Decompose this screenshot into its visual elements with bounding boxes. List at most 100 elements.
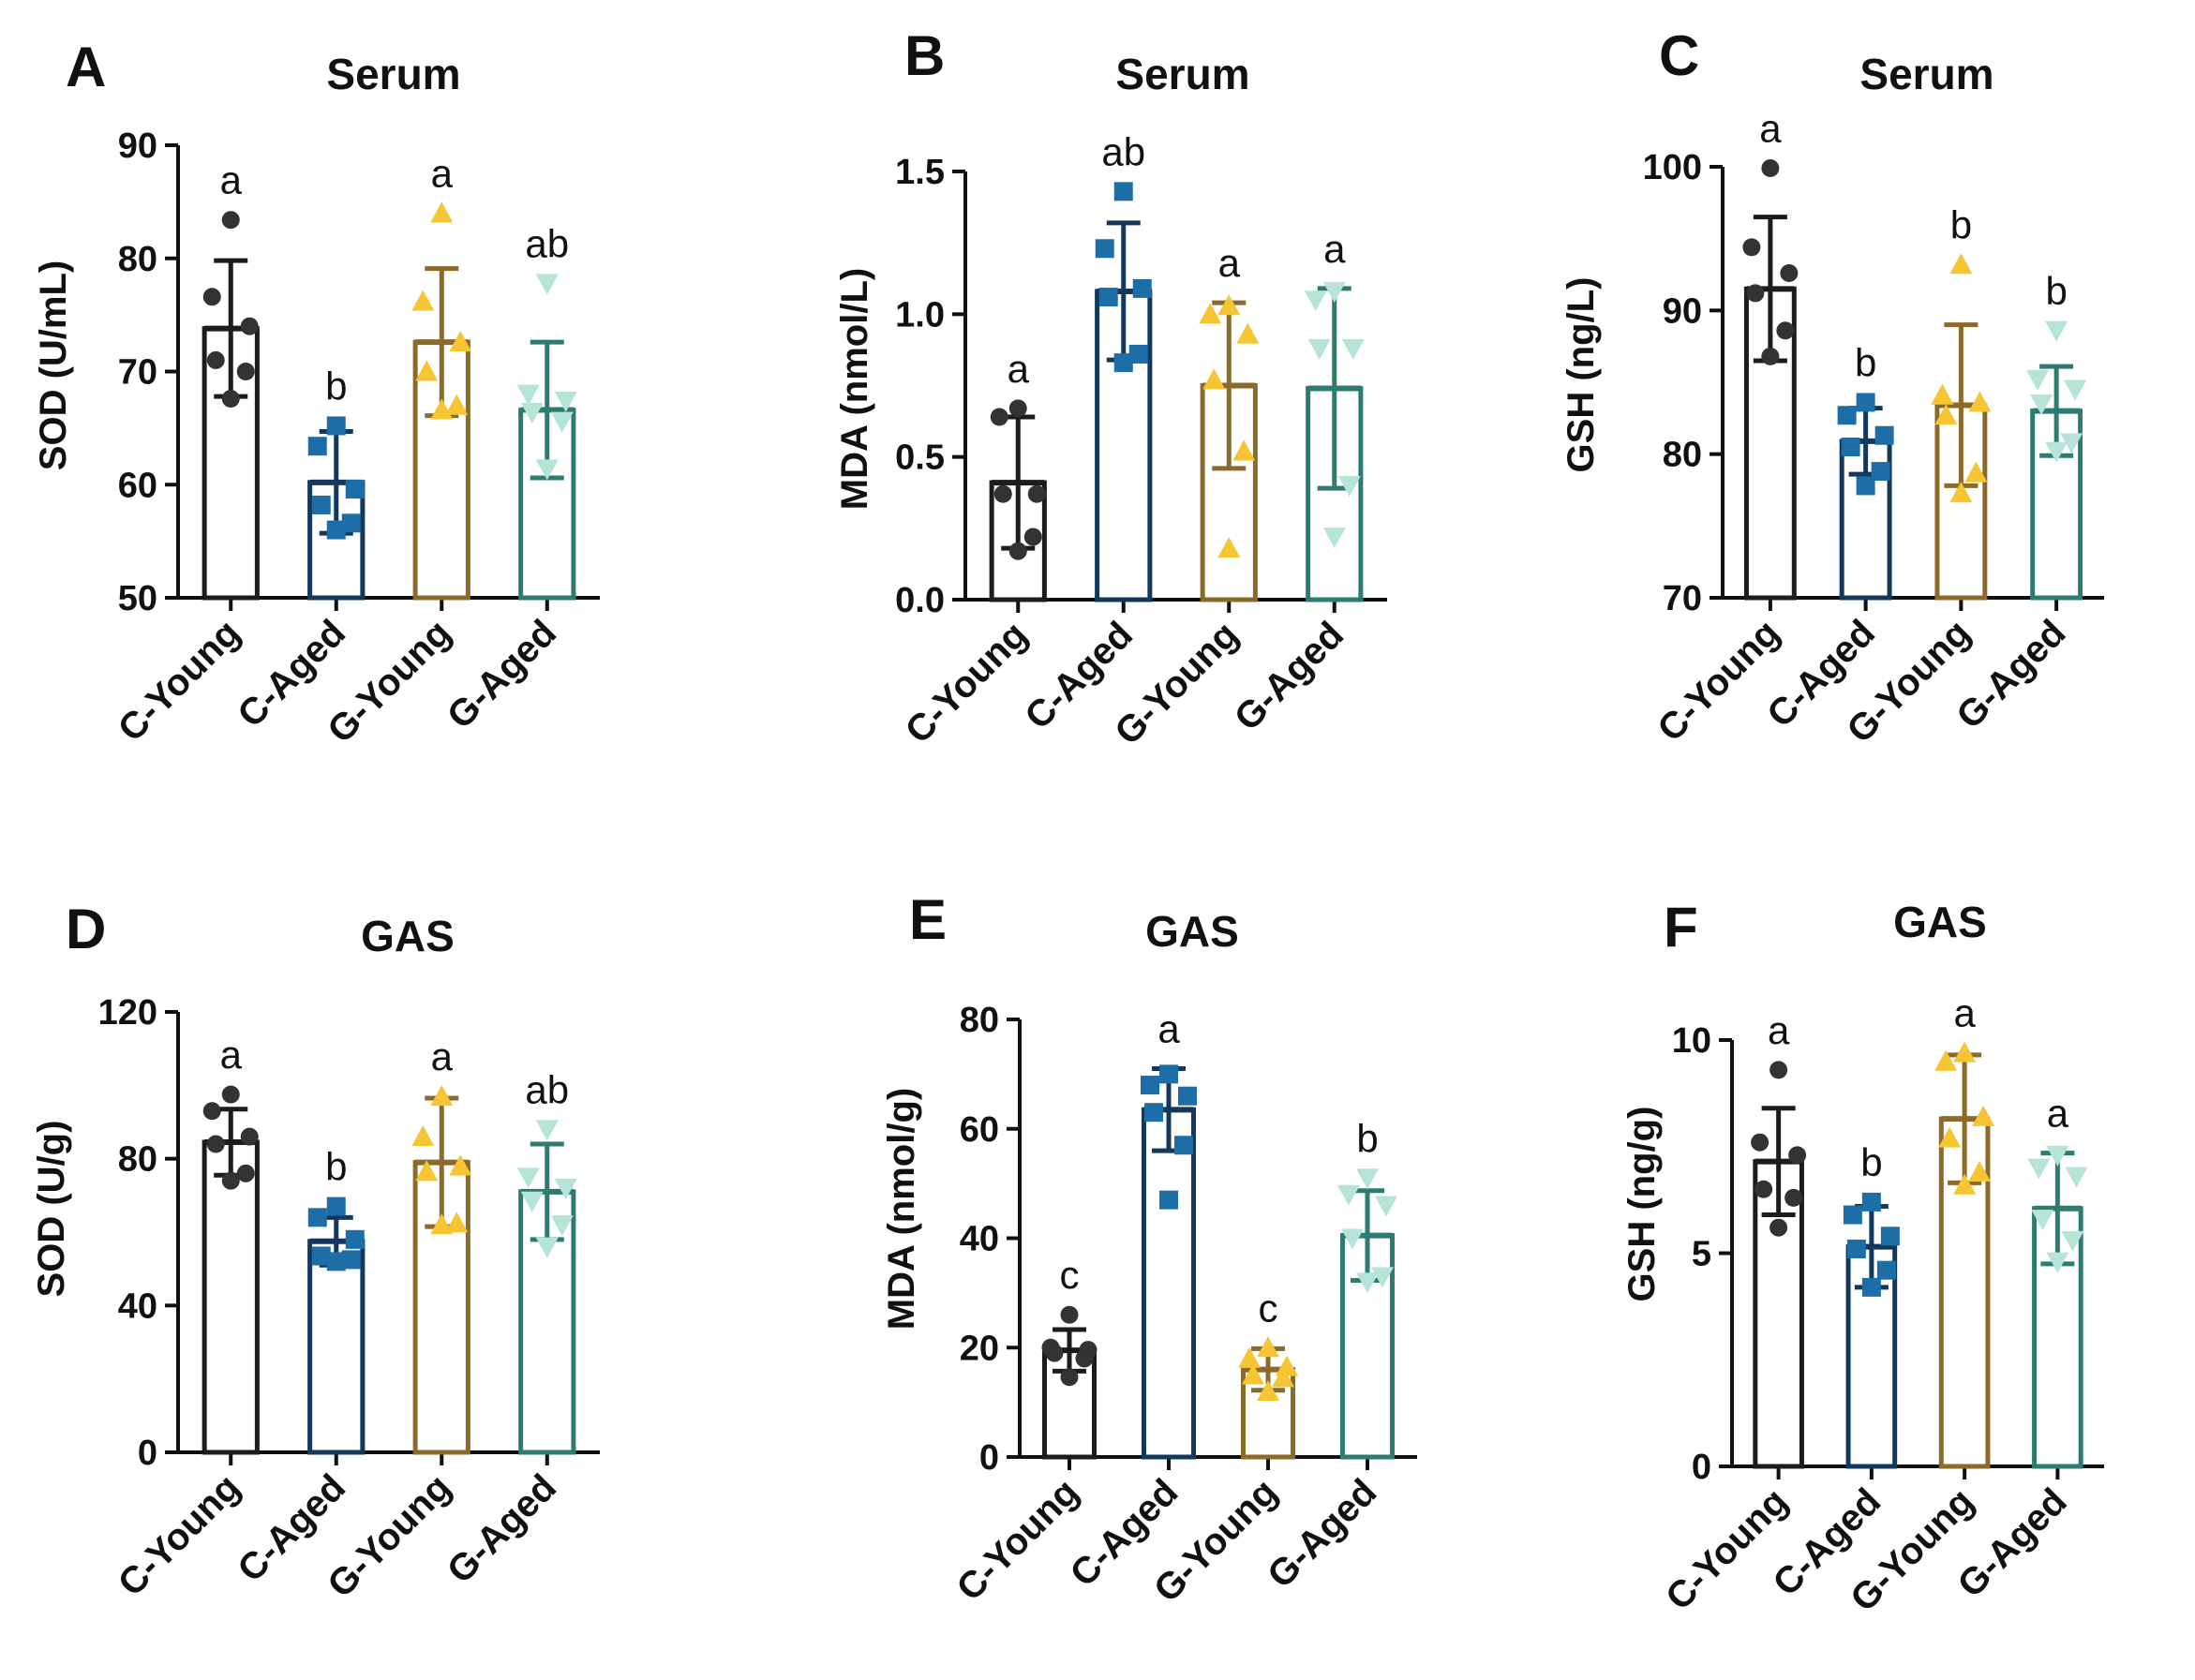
panel-d-x-tick-label-g-aged: G-Aged <box>440 1466 564 1591</box>
panel-f-point-c-young <box>1755 1180 1773 1198</box>
panel-b-point-c-young <box>1027 484 1046 503</box>
panel-d-point-g-young <box>430 1213 454 1235</box>
panel-c-point-g-young <box>1949 253 1973 275</box>
panel-f-y-tick-label: 0 <box>1692 1448 1711 1487</box>
panel-a-point-c-young <box>221 211 240 230</box>
panel-d-title: GAS <box>361 912 455 960</box>
panel-e-point-c-aged <box>1178 1086 1197 1106</box>
panel-e-sig-letter-g-young: c <box>1259 1286 1278 1330</box>
panel-a-point-g-young <box>415 360 439 381</box>
panel-e-sig-letter-g-aged: b <box>1356 1116 1378 1160</box>
panel-c-sig-letter-g-aged: b <box>2045 269 2067 313</box>
panel-d-point-c-aged <box>311 1246 331 1266</box>
panel-d-bar-c-aged <box>307 1239 366 1455</box>
panel-e-point-g-young <box>1257 1336 1279 1358</box>
panel-d-point-c-young <box>206 1135 225 1153</box>
panel-b-point-g-young <box>1199 303 1222 324</box>
panel-e-x-tick-label-g-aged: G-Aged <box>1260 1471 1384 1596</box>
panel-c-point-g-aged <box>2064 379 2087 401</box>
panel-c-point-c-young <box>1746 284 1765 303</box>
panel-b-point-g-aged <box>1307 338 1331 360</box>
panel-f-point-c-aged <box>1843 1205 1862 1225</box>
panel-c-letter: C <box>1659 24 1699 87</box>
panel-a-y-tick-label: 60 <box>118 466 157 505</box>
panel-e-point-g-young <box>1242 1363 1264 1385</box>
panel-d-point-g-aged <box>535 1120 559 1141</box>
panel-c-sig-letter-c-young: a <box>1759 107 1782 151</box>
panel-b-x-tick-label-g-aged: G-Aged <box>1227 614 1351 738</box>
panel-a-point-c-aged <box>326 416 346 436</box>
panel-a-point-g-aged <box>520 402 544 424</box>
panel-f-y-tick-label: 10 <box>1672 1021 1711 1061</box>
panel-b-point-c-young <box>1008 542 1027 560</box>
panel-a-x-tick-label-c-young: C-Young <box>111 612 248 750</box>
panel-b-point-g-young <box>1232 439 1256 461</box>
panel-b-point-g-aged <box>1322 527 1346 548</box>
panel-a-sig-letter-g-young: a <box>431 151 454 195</box>
panel-f-point-c-aged <box>1861 1192 1881 1212</box>
panel-a-point-c-aged <box>311 495 331 514</box>
panel-b-sig-letter-g-aged: a <box>1323 227 1346 271</box>
panel-d-sig-letter-g-aged: ab <box>525 1067 569 1111</box>
panel-c-point-g-young <box>1934 404 1958 425</box>
panel-d-y-tick-label: 80 <box>118 1140 157 1180</box>
panel-f-point-c-aged <box>1876 1260 1896 1280</box>
panel-f-point-c-aged <box>1880 1227 1900 1246</box>
panel-d-point-c-aged <box>326 1197 346 1216</box>
panel-a-x-tick-label-g-aged: G-Aged <box>440 612 564 736</box>
panel-a-y-tick-label: 80 <box>118 240 157 279</box>
panel-c-y-axis-label: GSH (ng/L) <box>1560 277 1602 473</box>
panel-a-point-c-aged <box>326 520 346 540</box>
panel-b-point-c-young <box>1008 399 1027 418</box>
panel-a-y-tick-label: 90 <box>118 126 157 166</box>
panel-b-point-c-aged <box>1132 278 1152 298</box>
panel-f-point-g-aged <box>2065 1167 2088 1188</box>
panel-e-point-g-aged <box>1356 1168 1379 1190</box>
panel-a-point-g-young <box>411 290 435 311</box>
panel-f-point-g-aged <box>2027 1158 2051 1180</box>
panel-a-title: Serum <box>326 50 460 98</box>
panel-e-y-axis-label: MDA (nmol/g) <box>881 1088 922 1330</box>
panel-f-y-tick-label: 5 <box>1692 1235 1711 1274</box>
panel-a-point-c-aged <box>307 437 327 456</box>
panel-c-point-c-aged <box>1856 476 1875 496</box>
panel-d-point-g-young <box>449 1154 472 1176</box>
panel-c-title: Serum <box>1859 50 1993 98</box>
panel-e-point-c-young <box>1075 1349 1094 1368</box>
panel-d-point-c-young <box>240 1127 259 1146</box>
panel-a-point-c-young <box>202 288 221 306</box>
panel-c-y-tick-label: 70 <box>1663 579 1702 618</box>
panel-f-y-axis-label: GSH (ng/g) <box>1621 1107 1663 1302</box>
panel-a-point-c-young <box>240 317 259 335</box>
panel-f-point-c-young <box>1751 1133 1769 1152</box>
panel-e-x-tick-label-c-young: C-Young <box>949 1471 1087 1609</box>
panel-f-point-g-young <box>1934 1049 1958 1071</box>
panel-b-point-g-aged <box>1341 338 1365 360</box>
panel-e-point-c-young <box>1060 1305 1079 1324</box>
panel-e-point-c-aged <box>1174 1136 1193 1155</box>
panel-f-point-g-young <box>1972 1105 1995 1126</box>
panel-a-point-c-young <box>206 350 225 369</box>
panel-c-y-tick-label: 80 <box>1663 436 1702 475</box>
panel-c-point-c-aged <box>1874 425 1894 445</box>
panel-f-point-g-aged <box>2061 1230 2084 1252</box>
panel-b-point-g-young <box>1217 537 1241 558</box>
panel-e-sig-letter-c-aged: a <box>1157 1007 1180 1051</box>
panel-b-sig-letter-g-young: a <box>1218 241 1241 285</box>
panel-a-point-g-aged <box>535 274 559 295</box>
panel-b-point-g-aged <box>1322 281 1346 303</box>
panel-f-point-g-young <box>1968 1161 1992 1182</box>
panel-f-point-c-aged <box>1861 1277 1881 1297</box>
panel-b-sig-letter-c-aged: ab <box>1101 129 1145 173</box>
panel-a-point-g-aged <box>516 384 540 406</box>
panel-c-point-g-young <box>1968 391 1992 412</box>
panel-e-point-c-young <box>1045 1344 1064 1362</box>
panel-c-y-tick-label: 100 <box>1643 148 1702 187</box>
panel-e-letter: E <box>909 888 947 951</box>
panel-c-point-c-young <box>1780 263 1799 282</box>
panel-d-y-tick-label: 0 <box>138 1434 157 1473</box>
